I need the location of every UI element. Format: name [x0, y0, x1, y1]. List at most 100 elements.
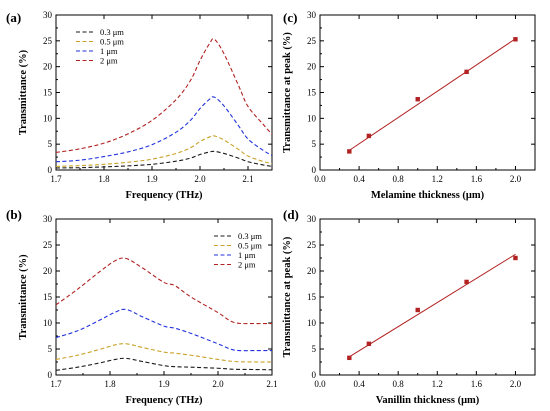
y-tick-label: 25 — [307, 36, 317, 46]
data-point — [513, 37, 518, 42]
y-tick-label: 10 — [307, 318, 317, 328]
x-axis-title: Frequency (THz) — [125, 395, 203, 406]
x-tick-label: 1.7 — [50, 174, 62, 184]
series-line-3 — [56, 96, 272, 163]
plot-frame — [319, 218, 536, 376]
data-point — [513, 255, 518, 261]
y-tick-label: 20 — [43, 266, 53, 276]
y-tick-label: 25 — [43, 240, 53, 250]
y-tick-label: 20 — [307, 266, 317, 276]
y-tick-label: 5 — [312, 344, 317, 354]
data-point — [347, 149, 352, 154]
plot-area — [347, 37, 518, 154]
y-tick-label: 30 — [43, 10, 53, 20]
y-tick-label: 0 — [312, 370, 317, 380]
legend-label: 2 μm — [100, 56, 118, 66]
y-tick-label: 5 — [48, 344, 53, 354]
legend-label: 0.5 μm — [238, 241, 262, 251]
panel-label: (c) — [283, 10, 297, 25]
y-tick-label: 0 — [48, 165, 53, 175]
x-tick-label: 1.9 — [146, 174, 158, 184]
panel-label: (d) — [283, 207, 299, 222]
fit-line — [349, 253, 516, 358]
y-tick-label: 25 — [43, 36, 53, 46]
data-point — [415, 307, 420, 313]
y-tick-label: 30 — [43, 214, 53, 224]
panel-label: (a) — [6, 10, 21, 25]
x-tick-label: 2.1 — [242, 174, 253, 184]
x-tick-label: 0.4 — [353, 174, 365, 184]
plot-area — [56, 257, 272, 371]
plot-frame — [319, 14, 536, 171]
y-tick-label: 10 — [43, 318, 53, 328]
y-tick-label: 15 — [307, 292, 317, 302]
y-tick-label: 20 — [43, 62, 53, 72]
y-tick-label: 15 — [307, 88, 317, 98]
x-tick-label: 2.1 — [266, 379, 277, 389]
series-line-1 — [56, 357, 272, 371]
x-tick-label: 1.9 — [158, 379, 170, 389]
x-tick-label: 1.2 — [432, 174, 443, 184]
plot-area — [56, 38, 272, 169]
legend-label: 0.3 μm — [100, 27, 124, 37]
series-line-1 — [56, 150, 272, 169]
data-point — [347, 355, 352, 361]
x-tick-label: 2.0 — [194, 174, 206, 184]
y-axis-title: Transmittance (%) — [18, 49, 29, 135]
legend-label: 0.5 μm — [100, 37, 124, 47]
x-tick-label: 2.0 — [212, 379, 224, 389]
x-tick-label: 1.2 — [432, 379, 443, 389]
y-tick-label: 0 — [48, 370, 53, 380]
x-tick-label: 2.0 — [510, 174, 522, 184]
legend-label: 1 μm — [100, 46, 118, 56]
x-tick-label: 0.0 — [314, 379, 326, 389]
panel-2: 1.7 1.8 1.9 2.0 2.1 0 5 10 15 20 25 30 Frequency (TH… — [6, 207, 278, 406]
series-line-4 — [56, 257, 272, 325]
x-tick-label: 1.8 — [104, 379, 116, 389]
legend: 0.3 μm0.5 μm1 μm2 μm — [76, 27, 124, 66]
y-axis-title: Transmittance (%) — [18, 254, 29, 340]
series-line-4 — [56, 38, 272, 153]
y-tick-label: 10 — [43, 113, 53, 123]
x-tick-label: 1.7 — [50, 379, 62, 389]
x-tick-label: 0.4 — [353, 379, 365, 389]
data-point — [464, 279, 469, 285]
y-tick-label: 5 — [48, 139, 53, 149]
y-tick-label: 5 — [312, 139, 317, 149]
x-tick-label: 0.8 — [393, 174, 405, 184]
series-line-2 — [56, 343, 272, 363]
panel-4: 0.0 0.4 0.8 1.2 1.6 2.0 0 5 10 15 20 25 30 Vanillin t… — [282, 207, 536, 406]
y-tick-label: 30 — [307, 214, 317, 224]
y-tick-label: 25 — [307, 240, 317, 250]
legend-label: 2 μm — [238, 260, 256, 270]
y-axis-title: Transmittance at peak (%) — [282, 32, 293, 153]
x-tick-label: 0.0 — [314, 174, 326, 184]
y-tick-label: 10 — [307, 113, 317, 123]
series-line-3 — [56, 308, 272, 352]
x-tick-label: 1.6 — [471, 379, 483, 389]
legend-label: 1 μm — [238, 250, 256, 260]
x-tick-label: 2.0 — [510, 379, 522, 389]
legend-label: 0.3 μm — [238, 231, 262, 241]
x-axis-title: Frequency (THz) — [125, 190, 203, 201]
x-tick-label: 0.8 — [393, 379, 405, 389]
legend: 0.3 μm0.5 μm1 μm2 μm — [214, 231, 262, 270]
y-tick-label: 15 — [43, 292, 53, 302]
fit-line — [349, 38, 516, 151]
plot-area — [347, 253, 518, 361]
panel-label: (b) — [6, 207, 22, 222]
data-point — [366, 133, 372, 139]
x-axis-title: Vanillin thickness (μm) — [376, 395, 480, 406]
y-axis-title: Transmittance at peak (%) — [282, 236, 293, 357]
panel-1: 1.7 1.8 1.9 2.0 2.1 0 5 10 15 20 25 30 Frequency (TH… — [6, 10, 273, 201]
x-axis-title: Melamine thickness (μm) — [371, 190, 485, 201]
panel-3: 0.0 0.4 0.8 1.2 1.6 2.0 0 5 10 15 20 25 30 Melamine t… — [282, 10, 536, 201]
y-tick-label: 20 — [307, 62, 317, 72]
y-tick-label: 15 — [43, 88, 53, 98]
data-point — [366, 341, 372, 346]
y-tick-label: 0 — [312, 165, 317, 175]
data-point — [415, 97, 420, 102]
x-tick-label: 1.6 — [471, 174, 483, 184]
x-tick-label: 1.8 — [98, 174, 110, 184]
